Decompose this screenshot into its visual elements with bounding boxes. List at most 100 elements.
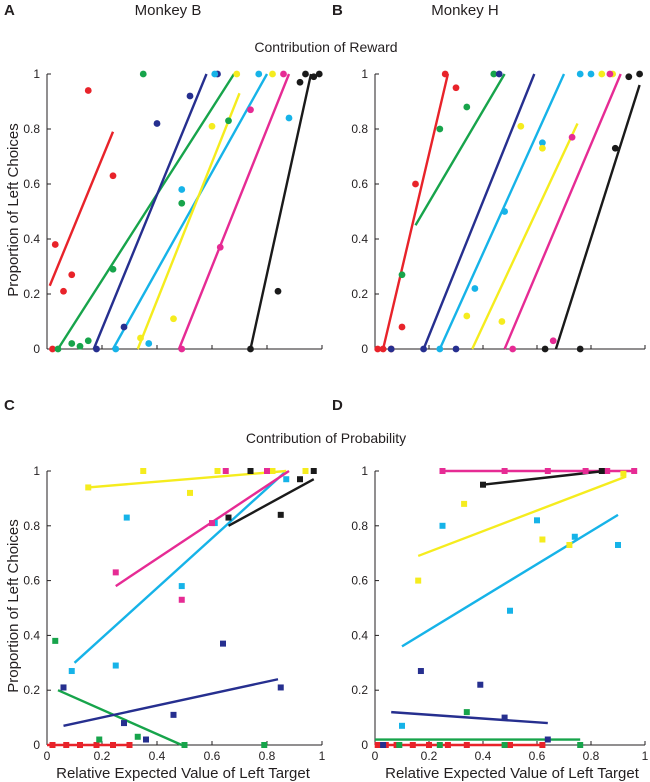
point-yellow-c — [85, 484, 92, 491]
x-tick-label-c: 0.2 — [94, 749, 111, 763]
y-tick-label-a: 0.2 — [23, 287, 40, 301]
point-red-b — [374, 345, 382, 353]
point-cyan-c — [112, 662, 119, 669]
point-green-d — [577, 742, 584, 748]
point-black-a — [274, 287, 282, 295]
point-yellow-c — [269, 468, 276, 474]
point-navy-c — [143, 736, 149, 743]
x-axis-label-d: Relative Expected Value of Left Target — [385, 765, 640, 782]
y-tick-label-c: 1 — [33, 464, 40, 478]
point-magenta-a — [247, 106, 254, 114]
x-tick-label-c: 0.4 — [149, 749, 166, 763]
point-cyan-a — [112, 345, 120, 353]
fit-line-red-a — [48, 131, 115, 287]
y-axis-label-bottom: Proportion of Left Choices — [5, 519, 22, 692]
point-navy-b — [452, 345, 460, 353]
y-tick-label-a: 0 — [33, 342, 40, 356]
point-black-c — [277, 511, 284, 518]
point-black-d — [480, 481, 486, 488]
point-green-c — [261, 742, 268, 748]
point-red-d — [426, 742, 432, 748]
point-magenta-a — [216, 243, 224, 251]
fit-line-cyan-c — [73, 470, 288, 664]
point-green-a — [54, 345, 62, 353]
point-yellow-d — [620, 470, 627, 477]
fit-line-red-b — [381, 73, 450, 350]
point-red-a — [68, 271, 76, 279]
point-magenta-c — [178, 596, 185, 603]
point-green-c — [134, 733, 141, 740]
point-black-c — [247, 468, 254, 474]
fit-line-navy-c — [63, 678, 279, 727]
point-yellow-a — [137, 334, 144, 342]
y-tick-label-c: 0.8 — [23, 519, 40, 533]
point-green-d — [436, 742, 443, 748]
point-navy-c — [121, 720, 127, 727]
point-navy-a — [186, 92, 194, 100]
panel-letter-a: A — [4, 2, 15, 19]
point-yellow-b — [517, 122, 525, 130]
point-yellow-b — [598, 70, 606, 78]
y-tick-label-b: 1 — [361, 67, 368, 81]
point-navy-c — [170, 711, 177, 718]
fit-line-black-c — [227, 478, 315, 527]
point-black-b — [541, 345, 549, 353]
point-red-b — [379, 345, 387, 353]
point-black-c — [297, 476, 303, 483]
point-navy-d — [380, 742, 387, 748]
fit-line-black-b — [554, 84, 641, 350]
point-cyan-d — [399, 722, 405, 729]
point-yellow-d — [415, 577, 422, 584]
y-tick-label-d: 0.4 — [351, 628, 368, 642]
fit-line-navy-b — [422, 73, 536, 350]
point-black-c — [310, 468, 317, 474]
point-yellow-d — [566, 541, 573, 548]
point-yellow-b — [498, 318, 506, 325]
y-tick-label-a: 0.4 — [23, 232, 40, 246]
point-magenta-b — [568, 133, 576, 141]
point-red-a — [49, 345, 56, 353]
x-tick-label-d: 0.6 — [529, 749, 546, 763]
y-tick-label-a: 1 — [33, 67, 40, 81]
point-black-a — [302, 70, 309, 78]
point-navy-b — [387, 345, 395, 353]
x-tick-label-d: 0 — [372, 749, 379, 763]
point-navy-a — [153, 120, 161, 127]
fit-line-navy-d — [391, 710, 548, 725]
point-navy-a — [120, 323, 128, 331]
point-magenta-d — [501, 468, 508, 474]
y-axis-label-top: Proportion of Left Choices — [5, 123, 22, 296]
point-red-c — [93, 742, 100, 748]
point-navy-c — [60, 684, 67, 691]
panel-c-probability-monkey-b: 0 0.2 0.4 0.6 0.8 1 0 0.2 0.4 0.6 0.8 1 — [23, 464, 325, 763]
point-cyan-b — [539, 139, 546, 147]
point-cyan-b — [471, 285, 479, 292]
point-black-a — [247, 345, 254, 353]
point-green-a — [225, 117, 232, 125]
point-green-c — [52, 637, 59, 644]
y-tick-label-a: 0.6 — [23, 177, 40, 191]
point-magenta-b — [509, 345, 517, 353]
point-black-a — [315, 70, 323, 78]
point-green-a — [109, 265, 117, 273]
point-cyan-b — [501, 208, 508, 215]
point-red-d — [507, 742, 513, 748]
point-yellow-a — [233, 70, 241, 78]
x-tick-label-c: 0.8 — [259, 749, 276, 763]
y-tick-label-b: 0.2 — [351, 287, 368, 301]
point-magenta-d — [582, 468, 589, 474]
point-cyan-d — [507, 607, 513, 614]
fit-line-yellow-c — [88, 469, 287, 489]
point-green-b — [463, 103, 471, 111]
y-tick-label-b: 0.4 — [351, 232, 368, 246]
point-navy-c — [277, 684, 284, 691]
point-green-a — [84, 337, 92, 345]
point-cyan-b — [587, 70, 595, 78]
fit-line-green-a — [56, 73, 236, 350]
point-yellow-c — [140, 468, 147, 474]
point-red-d — [409, 742, 416, 748]
point-cyan-a — [178, 186, 186, 193]
point-red-a — [109, 172, 117, 180]
point-magenta-c — [264, 468, 270, 474]
point-red-d — [374, 742, 381, 748]
